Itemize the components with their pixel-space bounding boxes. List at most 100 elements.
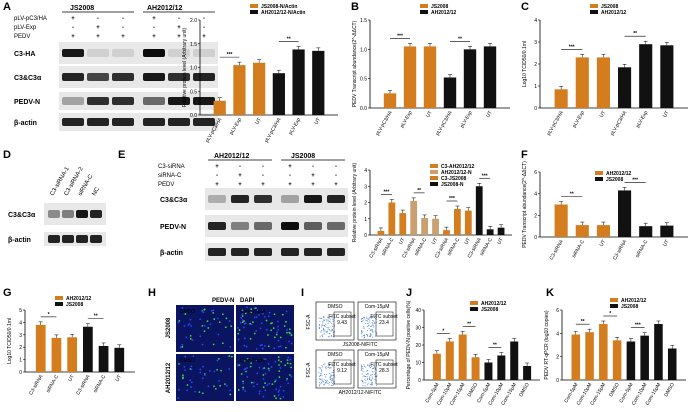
x-tick-label: UT <box>599 110 608 119</box>
flow-i-title: Com-15μM <box>365 304 390 310</box>
flow-i-dot <box>326 331 328 333</box>
flow-i-dot <box>319 382 321 384</box>
sig-marker: *** <box>397 33 403 39</box>
flow-i-dot <box>364 382 366 384</box>
y-tick-label: 3 <box>19 333 22 339</box>
y-axis-label: Relative protein level (Arbitrary unit) <box>352 162 358 242</box>
sig-marker: ** <box>633 31 637 37</box>
flow-i-dot <box>327 317 329 319</box>
micro-h-cell <box>260 309 263 312</box>
flow-i-dot <box>327 363 329 365</box>
flow-i-dot <box>323 317 325 319</box>
micro-h-cell <box>216 317 219 320</box>
micro-h-cell <box>250 308 253 311</box>
micro-h-cell <box>259 327 262 330</box>
flow-i-dot <box>368 382 370 384</box>
bar <box>484 362 493 380</box>
y-tick-label: 2.0 <box>190 18 197 24</box>
blot-a-band <box>168 97 190 105</box>
flow-i-dot <box>323 363 325 365</box>
flow-i-dot <box>326 379 328 381</box>
micro-h-cell <box>217 333 220 336</box>
micro-h-cell <box>246 306 248 309</box>
blot-e-sign: + <box>288 164 292 170</box>
micro-h-cell <box>262 395 265 398</box>
micro-h-cell <box>246 376 249 378</box>
panel-letter-i: I <box>301 287 304 299</box>
y-tick-label: 0 <box>534 235 537 241</box>
micro-h-cell <box>238 364 241 367</box>
flow-i-dot <box>361 381 363 383</box>
flow-i-dot <box>369 335 371 337</box>
blot-a-band <box>87 73 109 81</box>
blot-e-group-2: JS2008 <box>291 153 315 160</box>
flow-i-dot <box>321 324 323 326</box>
flow-i-dot <box>331 372 333 374</box>
flow-i-dot <box>373 325 375 327</box>
x-tick-label: pLV-Exp <box>459 110 474 129</box>
micro-h-cell <box>278 376 281 379</box>
micro-h-cell <box>249 365 252 368</box>
flow-i-dot <box>329 321 331 323</box>
microscopy-H: PEDV-N DAPI DMSO Com-15μM DMSO Com-15μM JS2008… <box>166 298 294 401</box>
flow-i-dot <box>372 384 374 386</box>
flow-i-dot <box>374 316 376 318</box>
micro-h-cell <box>284 364 287 367</box>
micro-h-cell <box>268 382 271 385</box>
micro-h-cell <box>238 329 241 331</box>
micro-h-cell <box>246 358 249 360</box>
panel-letter-f: F <box>521 149 528 161</box>
flow-i-dot <box>327 336 329 338</box>
flow-i-dot <box>334 316 336 318</box>
western-blot-E: AH2012/12 JS2008 C3-siRNA + - - + - - siRNA-C - + - -… <box>158 153 348 261</box>
blot-e-band-label: C3&C3α <box>160 197 188 204</box>
flow-i-dot <box>321 334 323 336</box>
micro-h-cell <box>263 357 265 360</box>
flow-i-dot <box>369 319 371 321</box>
x-tick-label: pLV-pC3/HA <box>546 109 565 136</box>
micro-h-cell <box>194 390 196 393</box>
flow-i-subset: FITC subset <box>370 314 398 320</box>
panel-letter-e: E <box>118 149 125 161</box>
flow-i-dot <box>329 367 331 369</box>
flow-i-dot <box>326 330 328 332</box>
micro-h-cell <box>267 334 269 336</box>
flow-i-dot <box>318 323 320 325</box>
y-axis-label: PEDV Transcript abundance(2^-ΔΔCT) <box>352 20 358 107</box>
flow-i-dot <box>368 328 370 330</box>
micro-h-cell <box>181 307 184 309</box>
western-blot-A: JS2008 AH2012/12 pLV-pC3/HA + - - + - - pLV-Exp - +… <box>14 5 218 131</box>
micro-h-cell <box>261 344 263 346</box>
panel-letter-a: A <box>3 1 11 13</box>
micro-h-cell <box>277 359 280 362</box>
flow-i-dot <box>367 373 369 375</box>
flow-i-dot <box>373 326 375 328</box>
flow-i-dot <box>366 316 368 318</box>
micro-h-cell <box>221 342 224 345</box>
flow-i-dot <box>371 324 373 326</box>
bar <box>575 225 589 237</box>
x-tick-label: UT <box>425 110 434 119</box>
flow-i-dot <box>372 320 374 322</box>
panel-letter-d: D <box>3 149 11 161</box>
micro-h-cell <box>186 389 189 392</box>
flow-i-dot <box>319 317 321 319</box>
micro-h-cell <box>203 308 206 311</box>
blot-e-sign: - <box>216 173 218 179</box>
micro-h-cell <box>270 366 273 368</box>
flow-i-dot <box>321 326 323 328</box>
y-tick-label: 3 <box>364 184 367 190</box>
flow-i-dot <box>361 373 363 375</box>
legend-swatch <box>595 171 603 175</box>
flow-i-dot <box>362 330 364 332</box>
micro-h-cell <box>184 369 186 371</box>
flow-i-dot <box>324 323 326 325</box>
bar <box>575 57 589 108</box>
flow-i-dot <box>318 317 320 319</box>
flow-i-dot <box>366 317 368 319</box>
flow-i-dot <box>366 376 368 378</box>
y-tick-label: 30 <box>415 326 421 332</box>
flow-i-value: 28.3 <box>379 368 389 374</box>
flow-i-dot <box>362 382 364 384</box>
